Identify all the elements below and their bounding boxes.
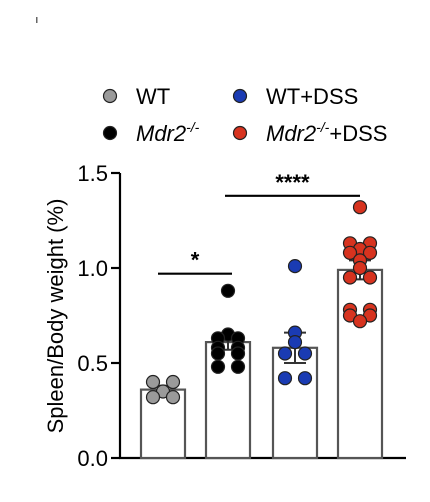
y-axis-label: Spleen/Body weight (%) [43,199,68,434]
data-point [362,245,378,260]
data-point [145,390,161,405]
legend-item: Mdr2-/- [102,119,200,146]
legend-label: WT+DSS [266,84,358,109]
bar [271,346,319,460]
data-point [277,371,293,386]
legend-marker [232,125,248,141]
legend-marker [102,88,118,104]
stray-mark [36,17,38,23]
legend-label: WT [136,84,170,109]
data-point [230,346,246,361]
legend-item: Mdr2-/-+DSS [232,119,387,146]
data-point [352,314,368,329]
bars [139,200,384,460]
bar-group [204,283,252,460]
legend-label: Mdr2-/-+DSS [266,119,387,146]
significance-label: * [191,248,200,273]
data-point [220,283,236,298]
data-point [287,259,303,274]
y-tick-label: 1.0 [77,256,108,281]
significance-label: **** [275,170,310,195]
data-point [165,390,181,405]
bar [336,268,384,460]
bar-group [139,374,187,460]
legend-marker [102,125,118,141]
data-point [342,245,358,260]
y-tick-label: 0.0 [77,446,108,471]
bar-group [336,200,384,460]
data-point [342,270,358,285]
bar [204,341,252,460]
data-point [352,200,368,215]
data-point [277,346,293,361]
data-point [210,346,226,361]
data-point [297,346,313,361]
y-ticks: 0.0 0.5 1.0 1.5 [77,161,120,471]
y-tick-label: 0.5 [77,351,108,376]
data-point [145,374,161,390]
data-point [297,371,313,386]
data-point [287,335,303,350]
data-point [352,260,368,276]
legend-marker [232,88,248,104]
legend-item: WT [102,84,170,109]
y-tick-label: 1.5 [77,161,108,186]
legend-label: Mdr2-/- [136,119,200,146]
bar-group [271,259,319,460]
data-point [362,270,378,285]
data-point [230,359,246,374]
legend: WT WT+DSS Mdr2-/- Mdr2-/-+DSS [102,84,387,146]
legend-item: WT+DSS [232,84,358,109]
data-point [210,359,226,374]
data-point [165,374,181,390]
significance-annotations: ***** [158,170,360,275]
